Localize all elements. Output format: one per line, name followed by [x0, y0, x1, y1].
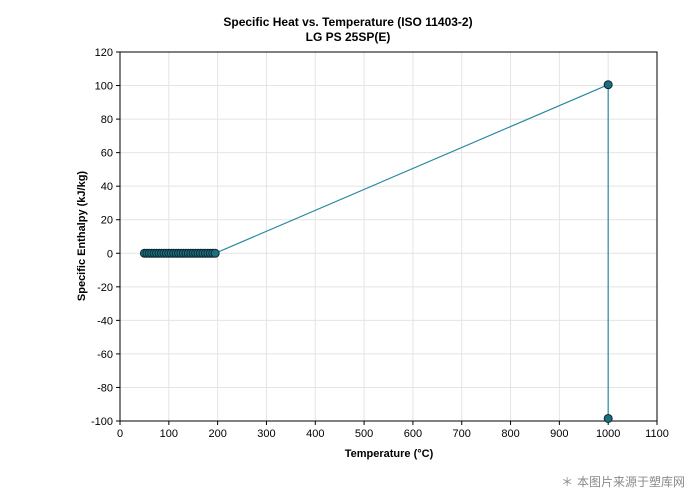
x-tick-label: 600	[404, 428, 422, 440]
chart-subtitle: LG PS 25SP(E)	[306, 30, 391, 44]
x-tick-label: 1100	[645, 428, 669, 440]
axis-ticks: 0 100 200 300 400 500 600 700 800 900 1000 1100-100…	[91, 47, 669, 440]
y-tick-label: 100	[95, 81, 113, 93]
data-point	[603, 413, 613, 423]
y-tick-label: -60	[97, 349, 113, 361]
y-tick-label: 20	[101, 215, 113, 227]
x-tick-label: 700	[453, 428, 471, 440]
x-tick-label: 900	[550, 428, 568, 440]
y-tick-label: 80	[101, 114, 113, 126]
y-tick-label: 60	[101, 148, 113, 160]
y-tick-label: -80	[97, 382, 113, 394]
x-tick-label: 200	[208, 428, 226, 440]
x-tick-label: 500	[355, 428, 373, 440]
plot-frame	[119, 51, 658, 422]
y-tick-label: 0	[107, 248, 113, 260]
y-tick-label: 120	[95, 47, 113, 59]
y-tick-label: -20	[97, 282, 113, 294]
data-point	[210, 248, 220, 258]
series	[139, 80, 613, 423]
y-axis-label: Specific Enthalpy (kJ/kg)	[76, 171, 88, 302]
chart-title: Specific Heat vs. Temperature (ISO 11403…	[223, 15, 472, 29]
x-tick-label: 400	[306, 428, 324, 440]
x-axis-label: Temperature (°C)	[345, 448, 434, 460]
y-tick-label: -40	[97, 315, 113, 327]
x-tick-label: 0	[117, 428, 123, 440]
x-tick-label: 800	[501, 428, 519, 440]
data-point	[603, 80, 613, 90]
x-tick-label: 100	[160, 428, 178, 440]
x-tick-label: 1000	[596, 428, 620, 440]
y-tick-label: -100	[91, 416, 113, 428]
grid	[119, 51, 658, 422]
watermark-text: ＊ 本图片来源于塑库网	[561, 475, 685, 489]
x-tick-label: 300	[257, 428, 275, 440]
y-tick-label: 40	[101, 181, 113, 193]
